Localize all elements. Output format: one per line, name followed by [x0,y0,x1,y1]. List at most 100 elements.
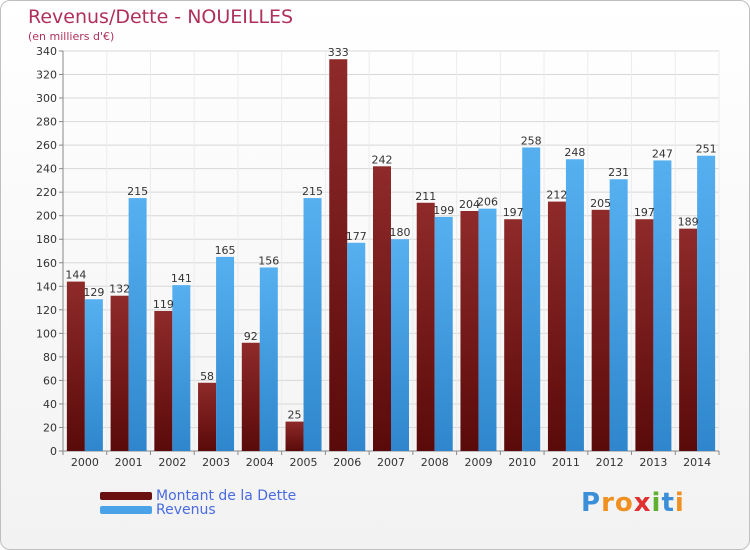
x-tick-label: 2006 [333,456,361,469]
legend-swatch-revenus [100,506,152,514]
data-label-dette: 197 [503,206,524,219]
y-tick-label: 160 [36,257,57,270]
data-label-dette: 144 [65,269,86,282]
logo-letter: i [674,488,685,518]
y-tick-label: 180 [36,233,57,246]
x-tick-label: 2012 [596,456,624,469]
y-tick-label: 120 [36,304,57,317]
bar-revenus [697,155,716,452]
bar-dette [547,201,566,451]
legend-label-revenus: Revenus [156,502,216,518]
y-tick-label: 300 [36,92,57,105]
data-label-dette: 197 [634,206,655,219]
legend-item-debt: Montant de la Dette [100,488,296,504]
bar-dette [154,311,173,451]
x-tick-label: 2007 [377,456,405,469]
data-label-dette: 189 [678,216,699,229]
data-label-revenus: 177 [346,230,367,243]
data-label-revenus: 206 [477,196,498,209]
data-label-revenus: 251 [696,143,717,156]
data-label-revenus: 129 [83,286,104,299]
bar-dette [504,219,523,451]
data-label-dette: 212 [546,189,567,202]
data-labels: 144 129 132 215 119 141 58 165 92 156 25 215 333 177 2… [65,46,716,421]
y-tick-label: 280 [36,116,57,129]
logo-letter: x [633,488,652,518]
x-tick-label: 2001 [115,456,143,469]
y-tick-label: 320 [36,69,57,82]
bar-revenus [259,267,278,451]
bar-revenus [303,198,322,451]
data-label-revenus: 199 [433,204,454,217]
y-tick-label: 100 [36,327,57,340]
bar-dette [285,421,304,451]
data-label-revenus: 215 [302,185,323,198]
data-label-revenus: 180 [390,226,411,239]
bar-dette [198,382,217,451]
bar-dette [329,59,348,452]
bar-dette [460,211,479,451]
logo-letter: P [581,488,602,518]
data-label-revenus: 231 [608,166,629,179]
data-label-revenus: 156 [258,254,279,267]
data-label-dette: 119 [153,298,174,311]
legend-swatch-debt [100,492,152,500]
data-label-dette: 242 [372,153,393,166]
bar-dette [591,209,610,451]
y-tick-label: 220 [36,186,57,199]
data-label-dette: 211 [415,190,436,203]
bar-dette [110,295,129,451]
x-tick-label: 2013 [639,456,667,469]
bar-revenus [478,208,497,451]
proxiti-logo: Proxiti [581,488,685,518]
y-tick-label: 80 [43,351,57,364]
x-tick-label: 2011 [552,456,580,469]
y-tick-label: 140 [36,280,57,293]
x-tick-label: 2000 [71,456,99,469]
bar-dette [679,228,698,451]
data-label-dette: 205 [590,197,611,210]
logo-letter: r [601,488,615,518]
data-label-dette: 333 [328,46,349,59]
bar-revenus [609,179,628,451]
y-tick-label: 340 [36,45,57,58]
x-tick-label: 2003 [202,456,230,469]
x-tick-label: 2004 [246,456,274,469]
axes: 0 20 40 60 80 100 120 140 160 180 200 220 240 260 280 3… [36,45,720,469]
bar-revenus [347,242,366,451]
x-tick-label: 2014 [683,456,711,469]
data-label-revenus: 141 [171,272,192,285]
bar-revenus [565,159,584,451]
y-tick-label: 60 [43,374,57,387]
data-label-dette: 204 [459,198,480,211]
legend-label-debt: Montant de la Dette [156,488,297,504]
data-label-revenus: 248 [564,146,585,159]
data-label-revenus: 258 [521,134,542,147]
bar-revenus [391,239,409,451]
x-tick-label: 2002 [158,456,186,469]
chart-subtitle: (en milliers d'€) [28,30,115,43]
bar-dette [416,202,435,451]
data-label-dette: 58 [200,370,214,383]
x-tick-label: 2009 [464,456,492,469]
bars [66,59,716,452]
logo-letter: t [661,488,675,518]
y-tick-label: 200 [36,210,57,223]
y-tick-label: 260 [36,139,57,152]
logo-letter: i [651,488,662,518]
bar-revenus [522,147,541,451]
data-label-dette: 132 [109,283,130,296]
bar-revenus [172,285,191,451]
data-label-revenus: 247 [652,147,673,160]
bar-dette [373,166,391,451]
data-label-revenus: 165 [215,244,236,257]
bar-dette [66,281,85,451]
data-label-dette: 25 [288,409,302,422]
x-tick-label: 2010 [508,456,536,469]
y-tick-label: 20 [43,421,57,434]
bar-dette [635,219,654,451]
logo-letter: o [614,488,634,518]
bar-dette [241,342,260,451]
